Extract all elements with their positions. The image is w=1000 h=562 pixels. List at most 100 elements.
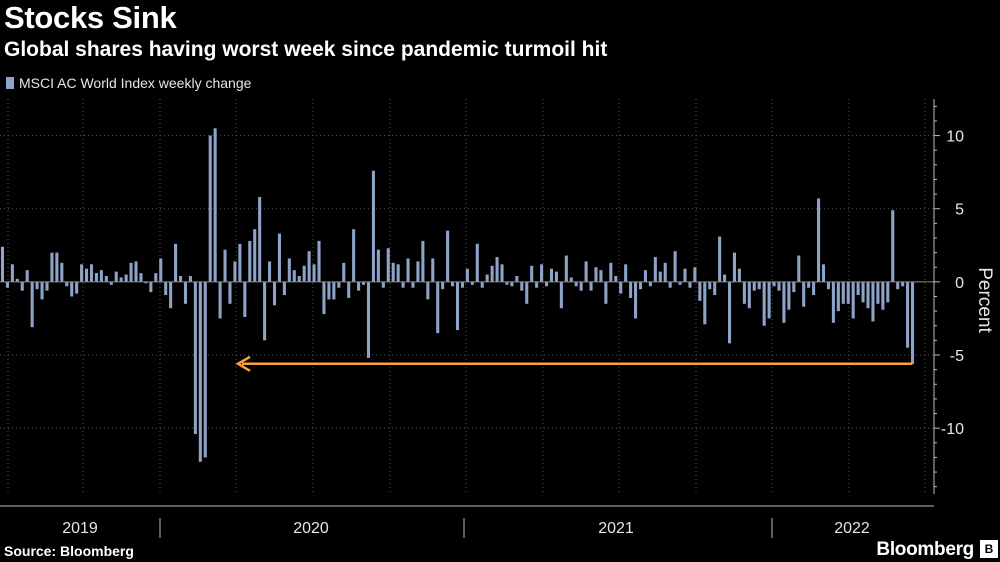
- bar: [802, 281, 806, 307]
- bar: [831, 281, 835, 323]
- bar: [732, 252, 737, 282]
- bar: [213, 128, 217, 282]
- bar: [861, 281, 865, 303]
- bar: [767, 281, 771, 319]
- x-year-label: 2021: [598, 520, 634, 537]
- bar: [757, 281, 761, 290]
- legend: MSCI AC World Index weekly change: [6, 75, 251, 91]
- gridlines: [0, 99, 934, 494]
- bar: [0, 246, 5, 282]
- y-tick-label: 0: [955, 275, 964, 292]
- bar: [277, 233, 281, 282]
- legend-label: MSCI AC World Index weekly change: [19, 75, 252, 91]
- annotation-arrow-head: [235, 355, 251, 372]
- bar: [426, 281, 430, 300]
- bar: [643, 270, 647, 282]
- bar: [169, 281, 173, 309]
- bar: [129, 262, 133, 282]
- bar: [208, 135, 212, 282]
- bar: [352, 229, 356, 282]
- bar: [470, 281, 474, 285]
- bar: [846, 281, 850, 304]
- bar: [124, 274, 128, 282]
- bar: [673, 251, 677, 282]
- bar: [737, 268, 741, 282]
- bar: [406, 258, 410, 282]
- bar: [233, 261, 237, 282]
- bar: [198, 281, 202, 462]
- bar: [164, 281, 168, 296]
- x-year-label: 2019: [62, 520, 98, 537]
- bar: [668, 281, 672, 288]
- bar: [515, 276, 519, 282]
- bar: [460, 281, 464, 288]
- brand-logo-text: Bloomberg: [876, 539, 974, 560]
- bar: [94, 273, 98, 282]
- bar: [455, 281, 460, 331]
- bar: [688, 281, 692, 288]
- bar: [317, 240, 321, 282]
- bar: [906, 281, 910, 348]
- bar: [772, 281, 776, 287]
- bar: [312, 264, 316, 282]
- bar: [812, 281, 816, 296]
- bar: [203, 281, 207, 458]
- bar: [841, 281, 845, 304]
- bar: [25, 270, 29, 282]
- bar: [99, 270, 103, 282]
- bar: [530, 265, 534, 282]
- bar: [134, 261, 138, 282]
- bar: [589, 281, 593, 291]
- chart-subtitle: Global shares having worst week since pa…: [4, 38, 608, 61]
- bar: [357, 281, 361, 291]
- bar: [238, 243, 242, 282]
- bar: [144, 281, 148, 284]
- bar: [599, 270, 603, 282]
- bar: [634, 281, 638, 319]
- annotation: [235, 355, 913, 372]
- bar: [243, 281, 247, 317]
- bar: [579, 281, 583, 291]
- bar: [683, 268, 687, 282]
- bar: [347, 281, 351, 298]
- bar: [332, 281, 336, 300]
- bar: [629, 281, 633, 298]
- bar: [183, 281, 188, 304]
- bar: [253, 229, 257, 282]
- bar: [762, 281, 766, 326]
- bar: [574, 281, 578, 287]
- bar: [421, 240, 425, 282]
- bar: [272, 281, 277, 306]
- bar: [149, 281, 153, 293]
- bar: [559, 281, 563, 309]
- bar: [658, 271, 662, 282]
- y-tick-label: -10: [941, 421, 964, 438]
- bar: [520, 281, 524, 291]
- x-year-label: 2022: [834, 520, 870, 537]
- bar: [85, 268, 89, 282]
- bar: [698, 281, 702, 301]
- x-year-label: 2020: [293, 520, 329, 537]
- y-axis-title: Percent: [974, 267, 995, 333]
- bar: [569, 277, 573, 282]
- bar: [322, 281, 326, 315]
- bar: [104, 276, 108, 282]
- bar: [50, 252, 54, 282]
- bar: [727, 281, 732, 344]
- bar: [653, 257, 657, 282]
- bar: [282, 281, 286, 296]
- bar: [797, 255, 801, 282]
- legend-swatch: [6, 77, 14, 89]
- bar: [416, 261, 420, 282]
- bar: [218, 281, 222, 319]
- bar: [817, 198, 821, 282]
- bar: [109, 281, 113, 285]
- bar: [851, 281, 855, 319]
- bar: [792, 281, 796, 293]
- bar: [188, 276, 192, 282]
- bar: [901, 281, 905, 287]
- bar: [752, 281, 756, 291]
- bar: [263, 281, 267, 341]
- bar: [554, 271, 558, 282]
